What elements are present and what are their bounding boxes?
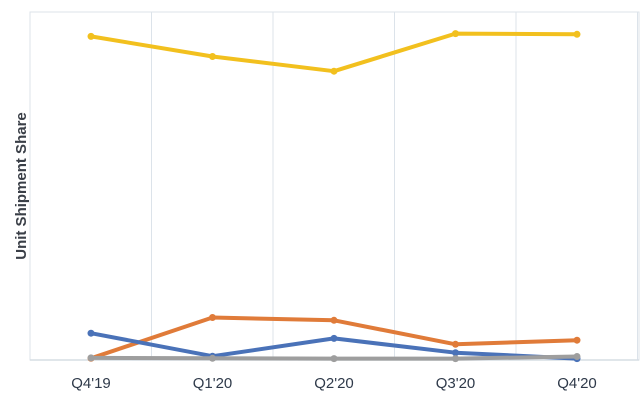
data-point — [452, 30, 459, 38]
x-tick-label: Q4'19 — [71, 375, 111, 392]
series-1 — [87, 30, 581, 75]
data-point — [330, 316, 338, 324]
x-tick-label: Q1'20 — [193, 375, 233, 392]
data-point — [87, 354, 95, 362]
data-point — [573, 353, 581, 360]
data-point — [209, 354, 216, 362]
x-tick-label: Q4'20 — [557, 375, 597, 392]
data-point — [330, 67, 338, 75]
x-tick-label: Q2'20 — [314, 375, 354, 392]
data-point — [452, 340, 459, 348]
data-point — [330, 355, 338, 363]
data-point — [452, 349, 459, 357]
y-axis-title: Unit Shipment Share — [13, 112, 30, 260]
data-point — [209, 314, 216, 321]
data-point — [330, 334, 338, 342]
data-point — [87, 329, 95, 337]
chart-series — [87, 30, 581, 363]
chart-grid — [29, 11, 640, 361]
x-axis-ticks: Q4'19 Q1'20 Q2'20 Q3'20 Q4'20 — [71, 375, 597, 392]
data-point — [573, 30, 581, 38]
data-point — [452, 355, 459, 363]
plot-frame — [29, 11, 640, 361]
series-2 — [87, 314, 581, 362]
series-4 — [87, 353, 581, 363]
data-point — [209, 53, 216, 60]
data-point — [573, 336, 581, 344]
x-tick-label: Q3'20 — [436, 375, 476, 392]
data-point — [87, 32, 95, 40]
series-line — [89, 31, 579, 74]
